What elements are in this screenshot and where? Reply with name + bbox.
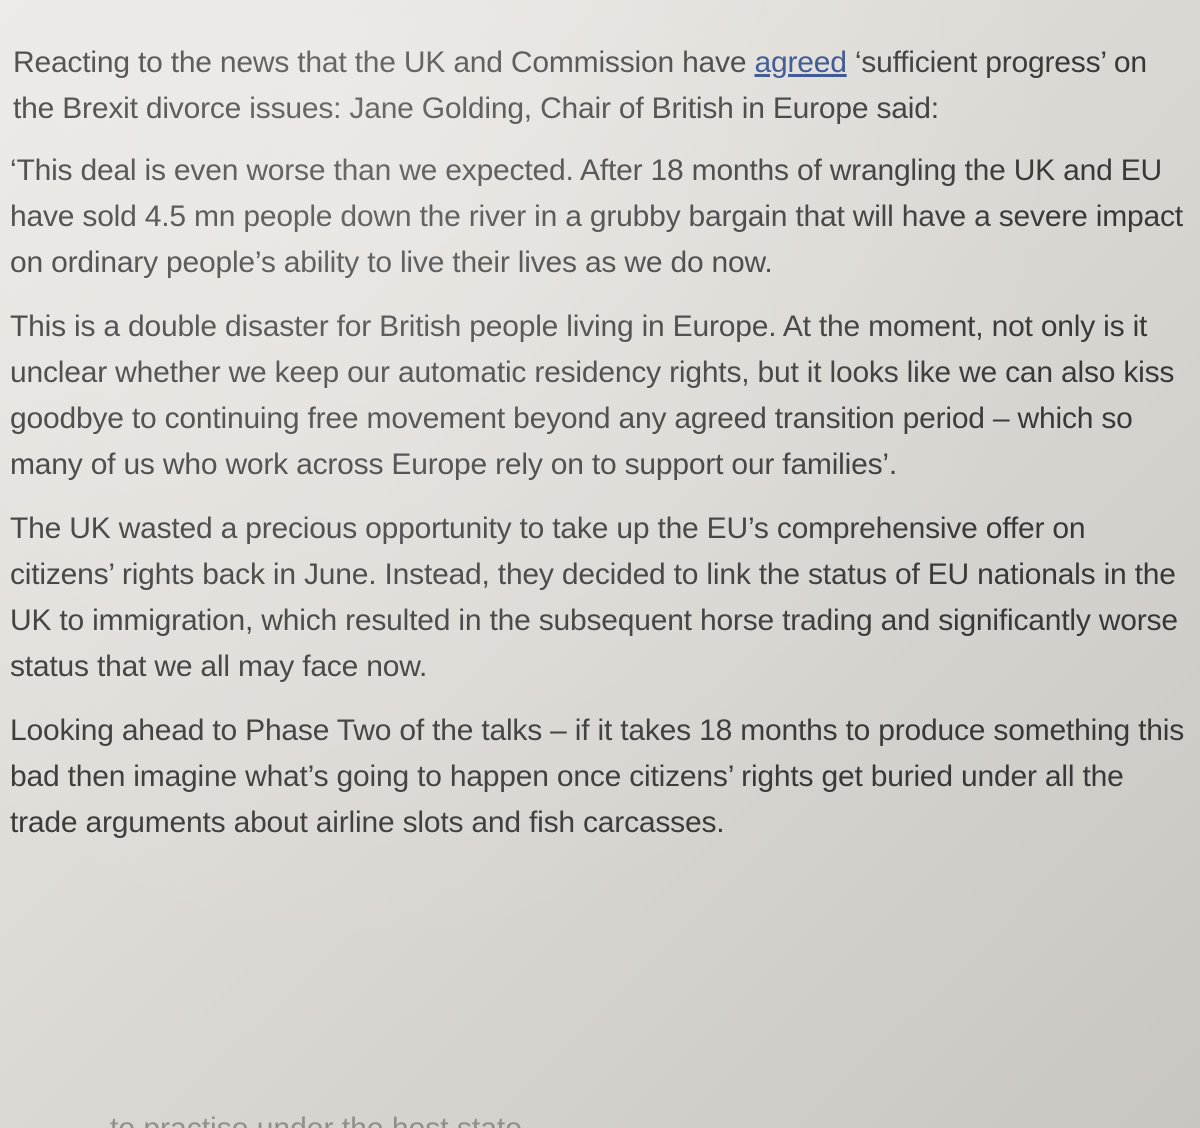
intro-text-before-link: Reacting to the news that the UK and Com… — [13, 46, 755, 79]
agreed-link[interactable]: agreed — [754, 46, 847, 79]
paragraph-wasted-opportunity: The UK wasted a precious opportunity to … — [10, 512, 1178, 683]
cut-off-line: to practise under the host state... — [110, 1106, 547, 1128]
paragraph-intro: Reacting to the news that the UK and Com… — [13, 40, 1185, 132]
paragraph-quote-deal: ‘This deal is even worse than we expecte… — [10, 154, 1183, 279]
paragraph-double-disaster: This is a double disaster for British pe… — [10, 310, 1175, 481]
article-body: Reacting to the news that the UK and Com… — [10, 40, 1185, 846]
paragraph-phase-two: Looking ahead to Phase Two of the talks … — [10, 714, 1185, 839]
intro-text-after-link: ‘sufficient progress’ on the Brexit divo… — [13, 46, 1147, 125]
